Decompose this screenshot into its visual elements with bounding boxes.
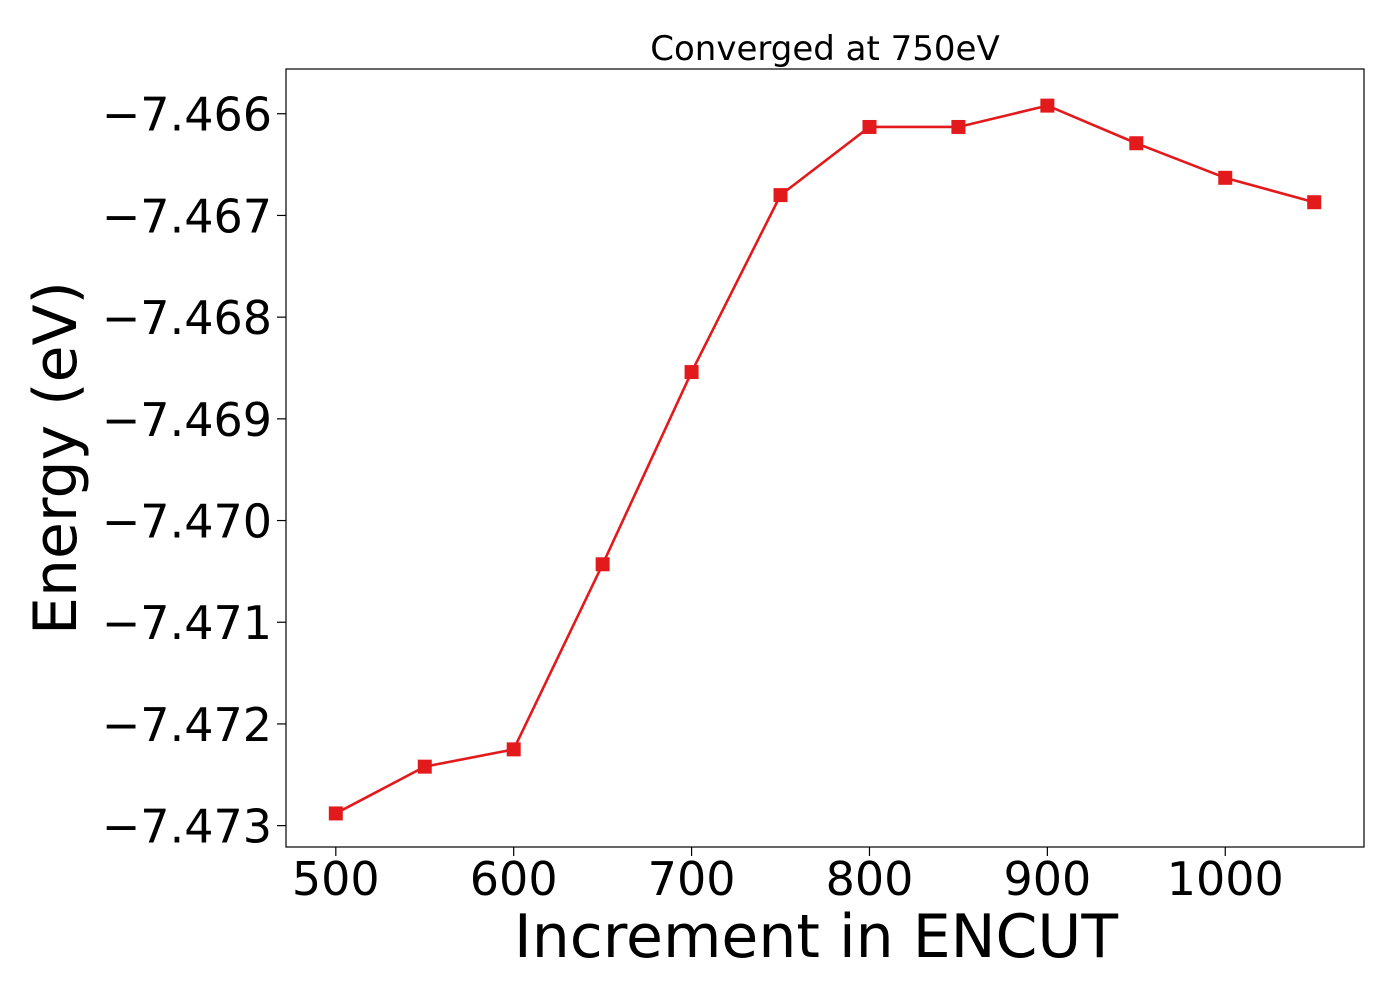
x-tick-label: 500 xyxy=(292,852,380,906)
y-tick-label: −7.473 xyxy=(102,800,272,854)
y-tick-label: −7.471 xyxy=(102,596,272,650)
y-tick-label: −7.467 xyxy=(102,189,272,243)
y-axis-label: Energy (eV) xyxy=(21,281,91,635)
data-point-marker xyxy=(328,806,343,821)
plot-area-frame xyxy=(285,68,1365,848)
y-tick-label: −7.466 xyxy=(102,88,272,142)
x-tick-label: 900 xyxy=(1003,852,1091,906)
series-layer xyxy=(328,98,1322,821)
data-point-marker xyxy=(1218,170,1233,185)
x-tick-label: 600 xyxy=(470,852,558,906)
data-point-marker xyxy=(1040,98,1055,113)
x-tick-label: 800 xyxy=(826,852,914,906)
y-axis: −7.466 −7.467 −7.468 −7.469 −7.470 −7.471 −7.4… xyxy=(102,88,286,854)
data-point-marker xyxy=(862,119,877,134)
data-point-marker xyxy=(1307,195,1322,210)
series-line xyxy=(335,104,1315,815)
y-tick-label: −7.472 xyxy=(102,698,272,752)
data-point-marker xyxy=(417,759,432,774)
y-tick-label: −7.468 xyxy=(102,291,272,345)
data-point-marker xyxy=(773,188,788,203)
chart-title: Converged at 750eV xyxy=(650,29,999,69)
y-tick-label: −7.470 xyxy=(102,495,272,549)
data-point-marker xyxy=(951,119,966,134)
y-tick-label: −7.469 xyxy=(102,393,272,447)
data-point-marker xyxy=(595,557,610,572)
x-tick-label: 1000 xyxy=(1167,852,1284,906)
x-tick-label: 700 xyxy=(648,852,736,906)
data-point-marker xyxy=(1129,136,1144,151)
x-axis-label: Increment in ENCUT xyxy=(514,902,1118,972)
data-point-marker xyxy=(506,742,521,757)
x-axis: 500 600 700 800 900 1000 xyxy=(292,847,1284,906)
data-point-marker xyxy=(684,365,699,380)
